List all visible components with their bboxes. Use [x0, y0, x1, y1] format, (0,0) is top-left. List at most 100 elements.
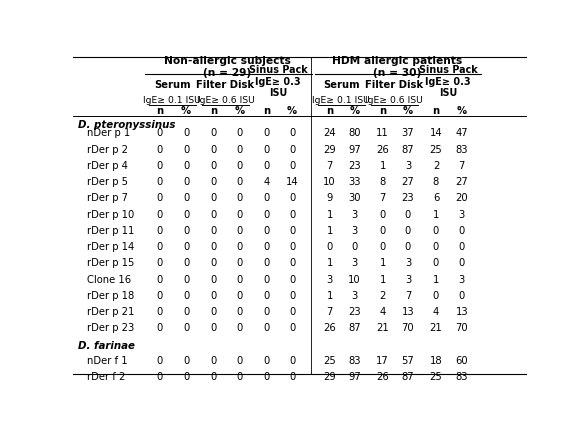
Text: 0: 0	[289, 275, 295, 285]
Text: rDer p 4: rDer p 4	[86, 161, 127, 171]
Text: 30: 30	[348, 194, 361, 203]
Text: 0: 0	[183, 275, 189, 285]
Text: 14: 14	[430, 129, 442, 138]
Text: %: %	[287, 106, 297, 116]
Text: HDM allergic patients
(n = 30): HDM allergic patients (n = 30)	[332, 56, 462, 78]
Text: n: n	[263, 106, 270, 116]
Text: IgE≥ 0.6 ISU: IgE≥ 0.6 ISU	[366, 96, 423, 105]
Text: 1: 1	[380, 259, 386, 268]
Text: 0: 0	[157, 291, 163, 301]
Text: 0: 0	[263, 145, 269, 155]
Text: nDer p 1: nDer p 1	[86, 129, 130, 138]
Text: n: n	[379, 106, 386, 116]
Text: 0: 0	[210, 194, 217, 203]
Text: 7: 7	[458, 161, 465, 171]
Text: 0: 0	[237, 194, 243, 203]
Text: %: %	[235, 106, 245, 116]
Text: 0: 0	[210, 161, 217, 171]
Text: 7: 7	[326, 307, 333, 317]
Text: 26: 26	[376, 372, 389, 382]
Text: IgE≥ 0.6 ISU: IgE≥ 0.6 ISU	[197, 96, 255, 105]
Text: 37: 37	[402, 129, 414, 138]
Text: 0: 0	[326, 242, 333, 252]
Text: 0: 0	[157, 324, 163, 333]
Text: 23: 23	[402, 194, 414, 203]
Text: 3: 3	[352, 210, 357, 220]
Text: 3: 3	[458, 275, 465, 285]
Text: 0: 0	[237, 372, 243, 382]
Text: 0: 0	[380, 210, 385, 220]
Text: 0: 0	[210, 226, 217, 236]
Text: 18: 18	[430, 356, 442, 366]
Text: 87: 87	[402, 145, 414, 155]
Text: 0: 0	[183, 356, 189, 366]
Text: 0: 0	[157, 275, 163, 285]
Text: rDer p 23: rDer p 23	[86, 324, 134, 333]
Text: 0: 0	[237, 307, 243, 317]
Text: 0: 0	[183, 226, 189, 236]
Text: 0: 0	[210, 372, 217, 382]
Text: Filter Disk: Filter Disk	[196, 80, 255, 90]
Text: 0: 0	[263, 242, 269, 252]
Text: 2: 2	[380, 291, 386, 301]
Text: n: n	[157, 106, 164, 116]
Text: 0: 0	[289, 242, 295, 252]
Text: 1: 1	[326, 210, 333, 220]
Text: 0: 0	[433, 242, 439, 252]
Text: 0: 0	[157, 161, 163, 171]
Text: 0: 0	[263, 372, 269, 382]
Text: 0: 0	[183, 324, 189, 333]
Text: 0: 0	[157, 129, 163, 138]
Text: rDer p 15: rDer p 15	[86, 259, 134, 268]
Text: Sinus Pack
IgE≥ 0.3
ISU: Sinus Pack IgE≥ 0.3 ISU	[419, 65, 477, 98]
Text: 3: 3	[405, 259, 411, 268]
Text: 0: 0	[237, 129, 243, 138]
Text: 0: 0	[210, 129, 217, 138]
Text: 0: 0	[183, 161, 189, 171]
Text: 0: 0	[210, 210, 217, 220]
Text: 0: 0	[289, 291, 295, 301]
Text: 0: 0	[458, 259, 465, 268]
Text: 25: 25	[430, 372, 442, 382]
Text: rDer p 11: rDer p 11	[86, 226, 134, 236]
Text: 0: 0	[405, 242, 411, 252]
Text: 0: 0	[289, 372, 295, 382]
Text: 0: 0	[210, 307, 217, 317]
Text: 0: 0	[183, 242, 189, 252]
Text: 0: 0	[210, 145, 217, 155]
Text: 0: 0	[458, 291, 465, 301]
Text: 97: 97	[348, 372, 361, 382]
Text: 0: 0	[157, 226, 163, 236]
Text: 25: 25	[430, 145, 442, 155]
Text: 0: 0	[183, 372, 189, 382]
Text: n: n	[432, 106, 440, 116]
Text: 26: 26	[376, 145, 389, 155]
Text: 0: 0	[263, 226, 269, 236]
Text: 0: 0	[263, 356, 269, 366]
Text: 0: 0	[210, 275, 217, 285]
Text: 0: 0	[289, 307, 295, 317]
Text: %: %	[349, 106, 360, 116]
Text: D. pteronyssinus: D. pteronyssinus	[78, 120, 175, 130]
Text: 1: 1	[433, 275, 439, 285]
Text: 0: 0	[458, 242, 465, 252]
Text: 0: 0	[210, 356, 217, 366]
Text: 25: 25	[324, 356, 336, 366]
Text: 0: 0	[380, 226, 385, 236]
Text: 0: 0	[210, 324, 217, 333]
Text: 57: 57	[402, 356, 414, 366]
Text: 0: 0	[237, 145, 243, 155]
Text: 23: 23	[348, 161, 361, 171]
Text: 1: 1	[326, 226, 333, 236]
Text: 0: 0	[237, 291, 243, 301]
Text: 0: 0	[183, 145, 189, 155]
Text: 14: 14	[286, 177, 298, 187]
Text: 0: 0	[263, 291, 269, 301]
Text: 0: 0	[237, 259, 243, 268]
Text: 1: 1	[326, 259, 333, 268]
Text: 0: 0	[210, 242, 217, 252]
Text: 80: 80	[348, 129, 361, 138]
Text: 24: 24	[324, 129, 336, 138]
Text: 11: 11	[376, 129, 389, 138]
Text: 0: 0	[237, 356, 243, 366]
